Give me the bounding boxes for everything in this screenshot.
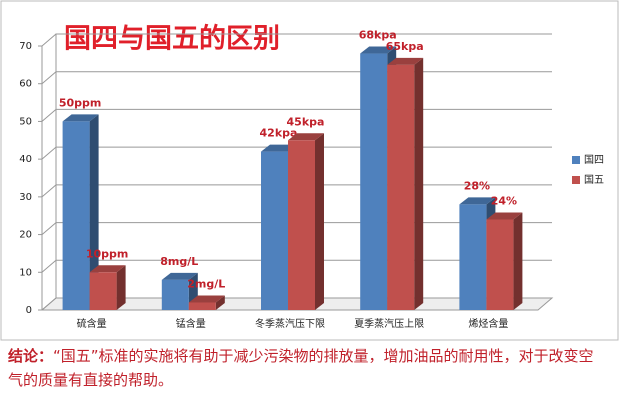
bar-top xyxy=(486,212,523,220)
bar xyxy=(288,140,315,310)
bar-top xyxy=(288,133,324,141)
bar-side xyxy=(513,212,523,310)
x-tick-label: 冬季蒸汽压下限 xyxy=(255,317,325,330)
y-tick-label: 50 xyxy=(19,116,32,127)
value-label: 68kpa xyxy=(359,29,397,42)
bar xyxy=(261,151,288,310)
conclusion-label: 结论： xyxy=(8,347,54,365)
x-tick-label: 锰含量 xyxy=(176,317,206,330)
legend-label: 国四 xyxy=(584,154,604,166)
bar xyxy=(188,302,216,310)
value-label: 50ppm xyxy=(59,96,102,109)
y-tick-label: 40 xyxy=(19,154,32,165)
y-tick-label: 10 xyxy=(19,267,32,278)
bar-top xyxy=(459,197,496,205)
x-tick-label: 烯烃含量 xyxy=(468,317,508,330)
y-tick-label: 60 xyxy=(19,79,32,90)
value-label: 65kpa xyxy=(386,40,424,53)
y-tick-label: 0 xyxy=(26,305,32,316)
value-label: 28% xyxy=(464,179,490,192)
bar-top xyxy=(161,272,198,280)
bar-top xyxy=(360,46,397,54)
chart: 国四与国五的区别 0 10 20 30 40 50 60 70 硫含量 50ppm 10ppm 锰含量… xyxy=(0,0,619,341)
x-tick-label: 夏季蒸汽压上限 xyxy=(354,317,424,330)
bar-side xyxy=(414,57,424,310)
bar-top xyxy=(387,57,424,65)
grid-line xyxy=(41,33,552,47)
conclusion: 结论：“国五”标准的实施将有助于减少污染物的排放量，增加油品的耐用性，对于改变空… xyxy=(8,344,608,392)
bar-side xyxy=(215,295,225,310)
bar xyxy=(387,64,415,310)
bar xyxy=(486,219,514,310)
bar-top xyxy=(89,265,126,273)
conclusion-text: “国五”标准的实施将有助于减少污染物的排放量，增加油品的耐用性，对于改变空气的质… xyxy=(8,347,594,389)
value-label: 24% xyxy=(491,194,517,207)
legend-swatch xyxy=(572,176,580,184)
value-label: 8mg/L xyxy=(160,255,198,268)
value-label: 10ppm xyxy=(86,247,129,260)
value-label: 42kpa xyxy=(260,127,298,140)
y-tick-label: 30 xyxy=(19,192,32,203)
y-tick-label: 70 xyxy=(19,41,32,52)
bar-top xyxy=(62,114,99,122)
bar xyxy=(62,121,90,310)
bar xyxy=(360,53,388,311)
bar xyxy=(161,279,189,310)
bar-side xyxy=(315,133,324,310)
bar xyxy=(89,272,117,310)
x-tick-label: 硫含量 xyxy=(77,317,107,330)
value-label: 45kpa xyxy=(287,115,325,128)
legend-label: 国五 xyxy=(584,174,604,186)
value-label: 2mg/L xyxy=(187,277,225,290)
bar-side xyxy=(116,265,126,310)
bar-side xyxy=(89,114,99,310)
bar-top xyxy=(188,295,225,303)
bar xyxy=(459,204,487,310)
y-tick-label: 20 xyxy=(19,230,32,241)
legend-swatch xyxy=(572,156,580,164)
chart-title: 国四与国五的区别 xyxy=(64,23,280,55)
